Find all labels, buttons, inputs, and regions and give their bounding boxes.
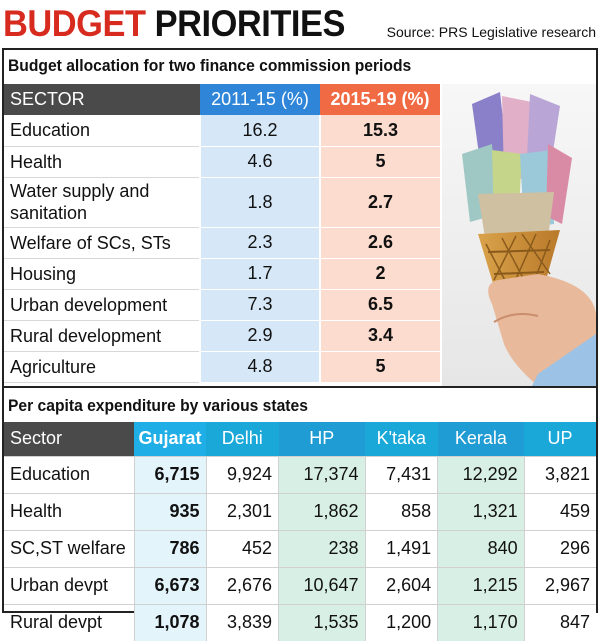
page-title: BUDGET PRIORITIES bbox=[3, 3, 345, 45]
header: BUDGET PRIORITIES Source: PRS Legislativ… bbox=[0, 0, 600, 48]
value-cell: 2,301 bbox=[205, 492, 279, 530]
sector-cell: Housing bbox=[4, 258, 200, 290]
value-cell: 1,078 bbox=[133, 603, 206, 641]
value-cell: 2 bbox=[319, 258, 440, 290]
value-cell: 6.5 bbox=[319, 289, 440, 321]
value-cell: 4.8 bbox=[199, 351, 320, 383]
value-cell: 7.3 bbox=[199, 289, 320, 321]
value-cell: 3.4 bbox=[319, 320, 440, 352]
value-cell: 2.9 bbox=[199, 320, 320, 352]
value-cell: 6,673 bbox=[133, 566, 206, 604]
table-row: Urban development 7.3 6.5 bbox=[4, 289, 440, 321]
value-cell: 1.7 bbox=[199, 258, 320, 290]
table-row: Welfare of SCs, STs 2.3 2.6 bbox=[4, 227, 440, 259]
column-header: HP bbox=[278, 422, 366, 456]
value-cell: 1,215 bbox=[437, 566, 525, 604]
sector-cell: Health bbox=[4, 492, 134, 530]
table-row: Education 16.2 15.3 bbox=[4, 115, 440, 147]
column-header: K'taka bbox=[365, 422, 438, 456]
sector-cell: Urban development bbox=[4, 289, 200, 321]
value-cell: 2.3 bbox=[199, 227, 320, 259]
value-cell: 1,491 bbox=[364, 529, 438, 567]
allocation-table: SECTOR 2011-15 (%) 2015-19 (%) Education… bbox=[4, 84, 440, 383]
sector-cell: Welfare of SCs, STs bbox=[4, 227, 200, 259]
column-header: UP bbox=[524, 422, 596, 456]
column-header: Kerala bbox=[437, 422, 525, 456]
sector-cell: Rural devpt bbox=[4, 603, 134, 641]
table-row: Agriculture 4.8 5 bbox=[4, 351, 440, 383]
value-cell: 1,200 bbox=[364, 603, 438, 641]
ice-cream-cone-with-currency-notes-icon bbox=[442, 84, 596, 386]
value-cell: 847 bbox=[523, 603, 596, 641]
value-cell: 4.6 bbox=[199, 146, 320, 178]
sector-cell: Agriculture bbox=[4, 351, 200, 383]
value-cell: 17,374 bbox=[278, 455, 366, 493]
value-cell: 1,170 bbox=[437, 603, 525, 641]
expenditure-table-title: Per capita expenditure by various states bbox=[8, 396, 308, 415]
value-cell: 5 bbox=[319, 351, 440, 383]
value-cell: 840 bbox=[437, 529, 525, 567]
table-row: Rural development 2.9 3.4 bbox=[4, 320, 440, 352]
sector-cell: Education bbox=[4, 455, 134, 493]
value-cell: 1,321 bbox=[437, 492, 525, 530]
sector-cell: SC,ST welfare bbox=[4, 529, 134, 567]
source-credit: Source: PRS Legislative research bbox=[386, 24, 596, 40]
value-cell: 5 bbox=[319, 146, 440, 178]
value-cell: 858 bbox=[364, 492, 438, 530]
value-cell: 15.3 bbox=[319, 115, 440, 147]
sector-cell: Urban devpt bbox=[4, 566, 134, 604]
value-cell: 7,431 bbox=[364, 455, 438, 493]
value-cell: 16.2 bbox=[199, 115, 320, 147]
column-header: Delhi bbox=[206, 422, 279, 456]
column-header: 2015-19 (%) bbox=[320, 84, 440, 115]
value-cell: 1,535 bbox=[278, 603, 366, 641]
value-cell: 9,924 bbox=[205, 455, 279, 493]
value-cell: 10,647 bbox=[278, 566, 366, 604]
value-cell: 1,862 bbox=[278, 492, 366, 530]
value-cell: 2,604 bbox=[364, 566, 438, 604]
value-cell: 2,676 bbox=[205, 566, 279, 604]
allocation-header-row: SECTOR 2011-15 (%) 2015-19 (%) bbox=[4, 84, 440, 115]
column-header: Gujarat bbox=[134, 422, 206, 456]
table-row: Water supply and sanitation 1.8 2.7 bbox=[4, 177, 440, 228]
value-cell: 1.8 bbox=[199, 177, 320, 228]
table-row: Health 935 2,301 1,862 858 1,321 459 bbox=[4, 492, 596, 530]
value-cell: 3,839 bbox=[205, 603, 279, 641]
table-row: Health 4.6 5 bbox=[4, 146, 440, 178]
column-header: SECTOR bbox=[4, 84, 200, 115]
page-title-rest: PRIORITIES bbox=[145, 3, 346, 44]
sector-cell: Education bbox=[4, 115, 200, 147]
sector-cell: Water supply and sanitation bbox=[4, 177, 200, 228]
table-row: Rural devpt 1,078 3,839 1,535 1,200 1,170 847 bbox=[4, 603, 596, 641]
table-row: Education 6,715 9,924 17,374 7,431 12,292 3,82… bbox=[4, 455, 596, 493]
allocation-table-title: Budget allocation for two finance commis… bbox=[8, 56, 412, 75]
value-cell: 2.7 bbox=[319, 177, 440, 228]
value-cell: 238 bbox=[278, 529, 366, 567]
table-row: Urban devpt 6,673 2,676 10,647 2,604 1,215 2,9… bbox=[4, 566, 596, 604]
column-header: Sector bbox=[4, 422, 134, 456]
sector-cell: Rural development bbox=[4, 320, 200, 352]
table-row: SC,ST welfare 786 452 238 1,491 840 296 bbox=[4, 529, 596, 567]
value-cell: 296 bbox=[523, 529, 596, 567]
value-cell: 2.6 bbox=[319, 227, 440, 259]
page-title-accent: BUDGET bbox=[3, 3, 146, 44]
value-cell: 459 bbox=[523, 492, 596, 530]
table-row: Housing 1.7 2 bbox=[4, 258, 440, 290]
value-cell: 786 bbox=[133, 529, 206, 567]
value-cell: 6,715 bbox=[133, 455, 206, 493]
value-cell: 3,821 bbox=[523, 455, 596, 493]
value-cell: 12,292 bbox=[437, 455, 525, 493]
value-cell: 452 bbox=[205, 529, 279, 567]
allocation-frame bbox=[2, 48, 598, 388]
expenditure-table: Sector Gujarat Delhi HP K'taka Kerala UP… bbox=[4, 422, 596, 641]
expenditure-header-row: Sector Gujarat Delhi HP K'taka Kerala UP bbox=[4, 422, 596, 456]
value-cell: 935 bbox=[133, 492, 206, 530]
column-header: 2011-15 (%) bbox=[200, 84, 320, 115]
value-cell: 2,967 bbox=[523, 566, 596, 604]
sector-cell: Health bbox=[4, 146, 200, 178]
